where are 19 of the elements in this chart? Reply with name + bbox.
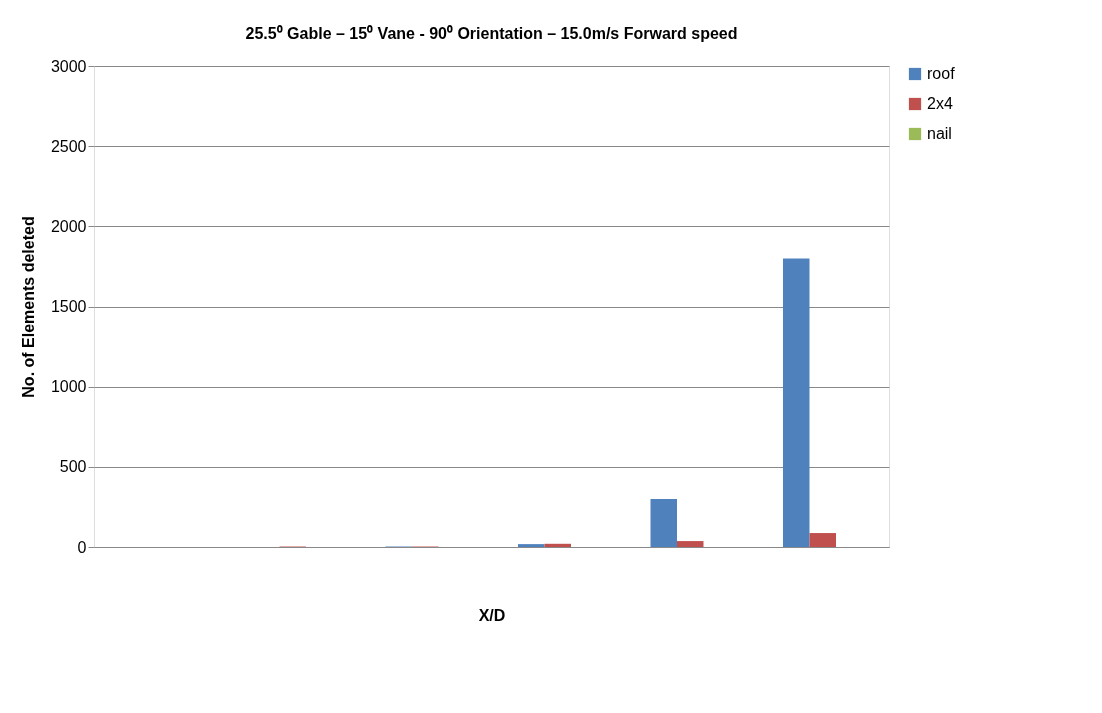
y-tick-label: 3000: [50, 57, 87, 75]
y-tick-label: 1500: [50, 298, 87, 315]
legend-label: nail: [927, 125, 952, 142]
bar: [809, 533, 836, 547]
y-axis-title: No. of Elements deleted: [19, 216, 37, 398]
bar: [677, 541, 704, 547]
bar: [518, 544, 545, 547]
bar: [544, 543, 571, 547]
bar: [650, 498, 677, 547]
y-tick-label: 500: [59, 458, 87, 476]
y-tick-label: 0: [77, 538, 87, 556]
bar: [783, 258, 810, 547]
chart-title: 25.5⁰ Gable – 15⁰ Vane - 90⁰ Orientation – 15.0m/s Forward speed: [245, 25, 738, 42]
y-tick-label: 1000: [50, 378, 87, 396]
legend-label: 2x4: [927, 95, 953, 112]
x-axis-title: X/D: [478, 606, 506, 624]
legend-label: roof: [927, 65, 956, 82]
y-tick-label: 2000: [50, 217, 87, 235]
y-tick-label: 2500: [50, 137, 87, 155]
